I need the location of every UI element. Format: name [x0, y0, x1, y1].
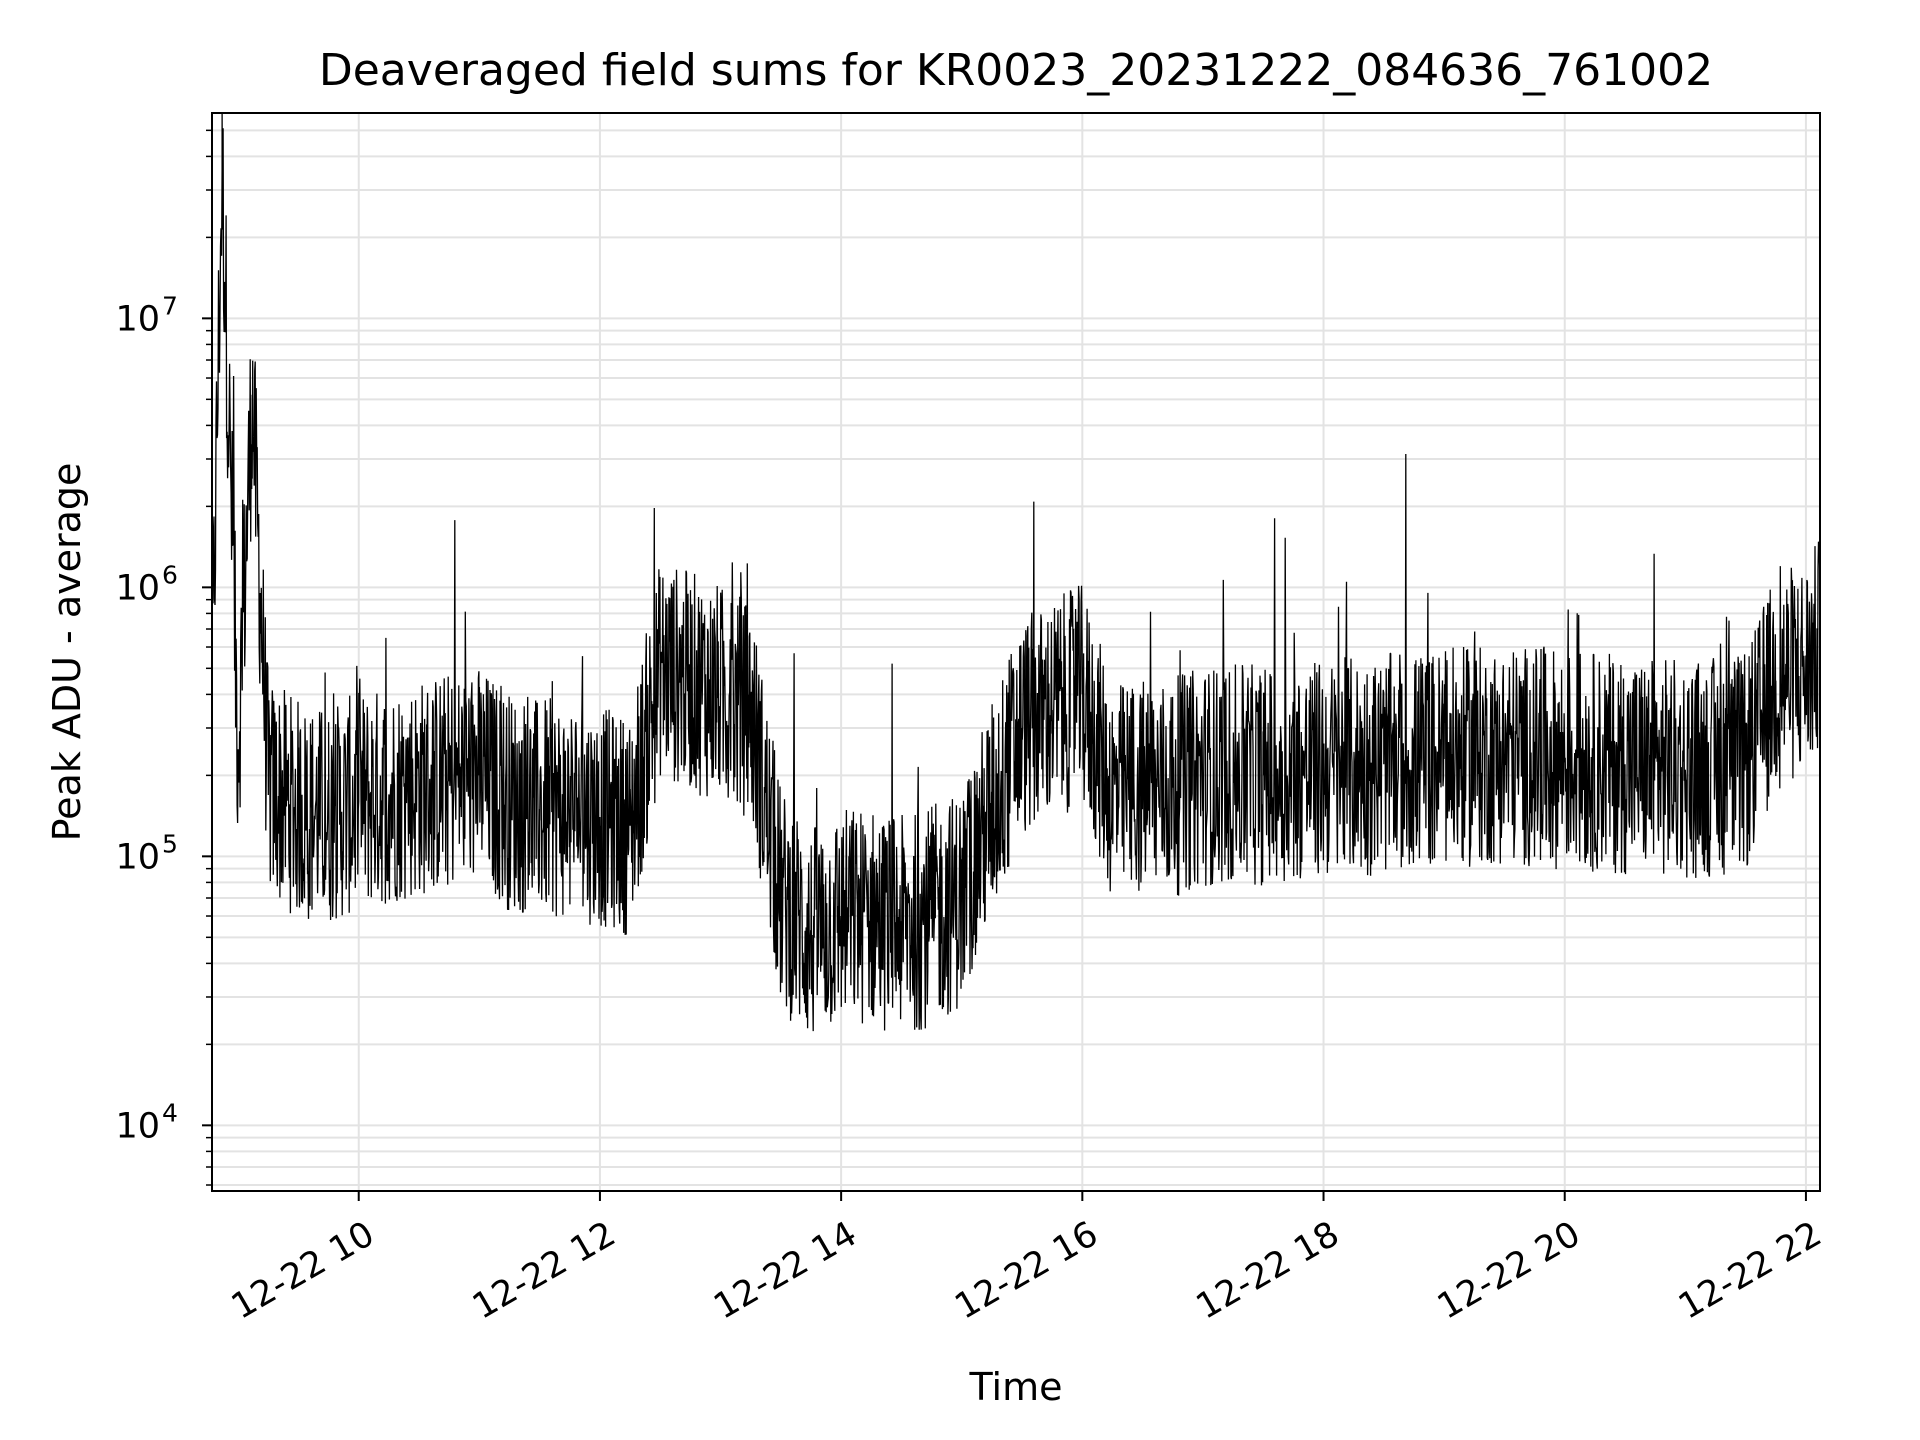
grid: [212, 113, 1820, 1191]
y-tick-exponent: 4: [162, 1098, 178, 1127]
chart-title: Deaveraged field sums for KR0023_2023122…: [319, 45, 1713, 96]
series-line: [212, 113, 1820, 1032]
y-tick-exponent: 6: [162, 560, 178, 589]
x-axis-title: Time: [969, 1365, 1063, 1409]
y-tick-label: 10: [115, 568, 160, 608]
y-tick-label: 10: [115, 1106, 160, 1146]
y-tick-label: 10: [115, 837, 160, 877]
y-tick-label: 10: [115, 299, 160, 339]
y-minor-ticks: [206, 129, 212, 1186]
plot-frame: [211, 112, 1821, 1192]
y-tick-exponent: 7: [162, 291, 178, 320]
y-tick-exponent: 5: [162, 829, 178, 858]
y-axis-title: Peak ADU - average: [45, 463, 89, 842]
